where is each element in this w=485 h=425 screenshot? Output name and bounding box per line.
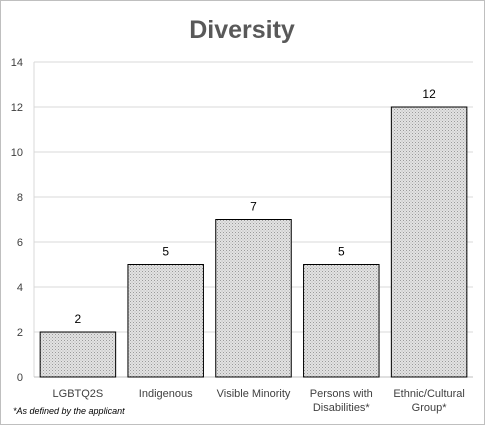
x-tick-label: LGBTQ2S: [53, 388, 104, 400]
chart-title: Diversity: [189, 16, 295, 44]
bar: [215, 219, 292, 378]
bar: [39, 331, 117, 378]
y-tick-label: 10: [11, 147, 23, 159]
y-tick-label: 8: [17, 192, 23, 204]
y-tick-label: 2: [17, 327, 23, 339]
y-tick-label: 12: [11, 102, 23, 114]
y-tick-label: 4: [17, 282, 23, 294]
y-tick-label: 6: [17, 237, 23, 249]
x-tick-label: Indigenous: [139, 388, 193, 400]
bar: [303, 264, 380, 378]
data-label: 5: [162, 245, 169, 259]
data-label: 5: [338, 245, 345, 259]
x-tick-label: Persons with: [310, 388, 373, 400]
data-label: 12: [422, 87, 436, 101]
x-tick-label: Ethnic/Cultural: [393, 388, 465, 400]
bars: [39, 106, 468, 378]
bar: [390, 106, 468, 378]
data-label: 2: [75, 312, 82, 326]
data-label: 7: [250, 200, 257, 214]
x-tick-label: Visible Minority: [217, 388, 291, 400]
x-tick-label: Group*: [412, 402, 448, 414]
footnote: *As defined by the applicant: [13, 406, 125, 416]
y-tick-label: 0: [17, 372, 23, 384]
x-tick-label: Disabilities*: [313, 402, 371, 414]
data-labels: 2 5 7 5 12: [75, 87, 437, 326]
y-tick-label: 14: [11, 57, 23, 69]
x-axis: LGBTQ2S Indigenous Visible Minority Persons…: [53, 388, 465, 414]
bar: [127, 264, 204, 378]
